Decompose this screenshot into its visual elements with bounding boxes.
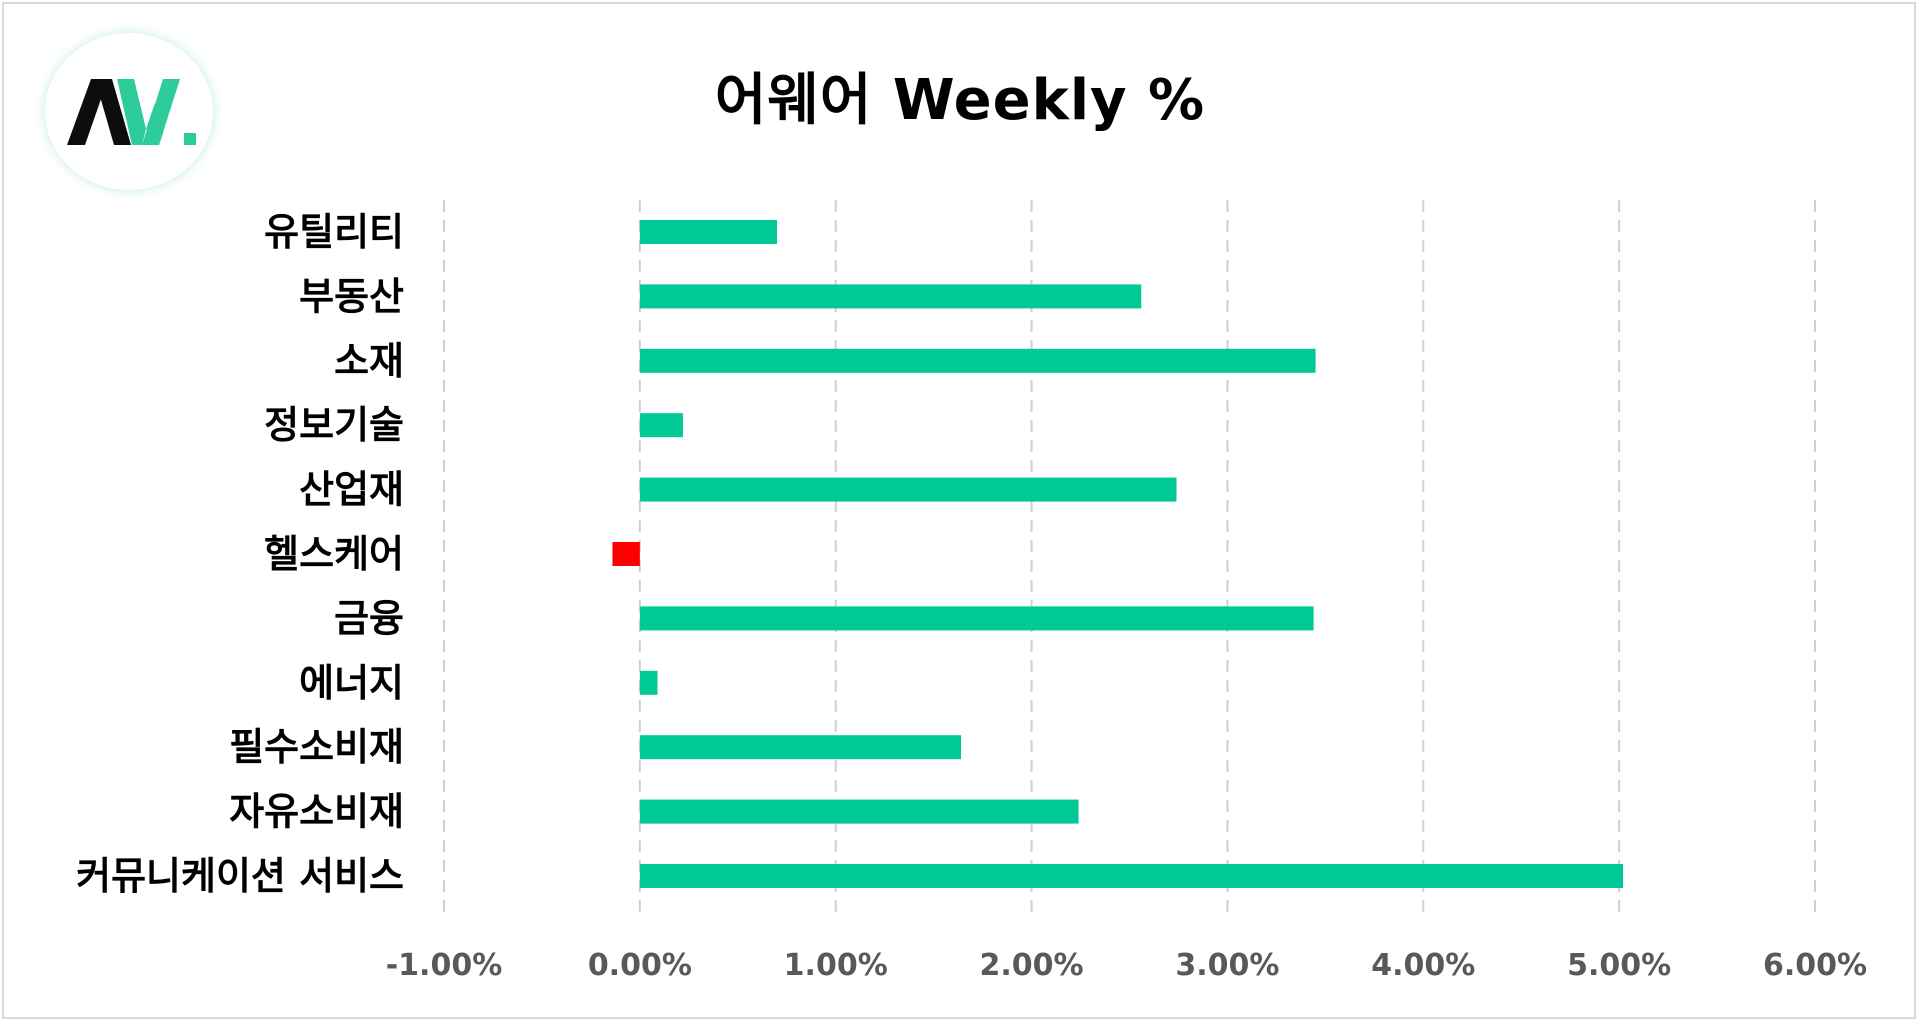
chart-title: 어웨어 Weekly % — [714, 68, 1206, 133]
bar — [639, 413, 683, 438]
x-tick-label: 6.00% — [1763, 948, 1867, 983]
bar — [639, 220, 777, 244]
x-tick-label: 1.00% — [784, 948, 888, 983]
bar — [612, 542, 640, 566]
x-tick-label: 4.00% — [1371, 948, 1475, 983]
bar — [639, 799, 1079, 824]
brand-logo — [45, 33, 213, 190]
category-label: 금융 — [334, 596, 404, 640]
x-tick-label: 5.00% — [1567, 948, 1671, 983]
x-tick-label: 3.00% — [1175, 948, 1279, 983]
category-label: 부동산 — [299, 274, 404, 318]
x-tick-labels: -1.00% 0.00% 1.00% 2.00% 3.00% 4.00% 5.00% 6.00… — [386, 948, 1867, 983]
category-labels: 유틸리티부동산소재정보기술산업재헬스케어금융에너지필수소비재자유소비재커뮤니케이… — [76, 210, 404, 898]
category-label: 유틸리티 — [264, 210, 404, 254]
category-label: 소재 — [334, 339, 404, 383]
bar — [639, 864, 1624, 888]
category-label: 필수소비재 — [229, 725, 404, 769]
x-tick-label: 0.00% — [588, 948, 692, 983]
bar — [639, 348, 1316, 373]
x-tick-label: -1.00% — [386, 948, 503, 983]
aw-logo-icon — [67, 79, 196, 145]
x-tick-label: 2.00% — [980, 948, 1084, 983]
category-label: 정보기술 — [264, 403, 404, 447]
bar — [639, 735, 962, 760]
bars — [612, 220, 1624, 888]
bar — [639, 670, 658, 695]
category-label: 산업재 — [299, 468, 404, 512]
bar — [639, 284, 1142, 309]
category-label: 자유소비재 — [229, 790, 404, 834]
category-label: 에너지 — [299, 661, 404, 705]
bar — [639, 606, 1314, 631]
category-label: 헬스케어 — [264, 532, 404, 576]
category-label: 커뮤니케이션 서비스 — [76, 854, 404, 898]
bar — [639, 477, 1177, 502]
